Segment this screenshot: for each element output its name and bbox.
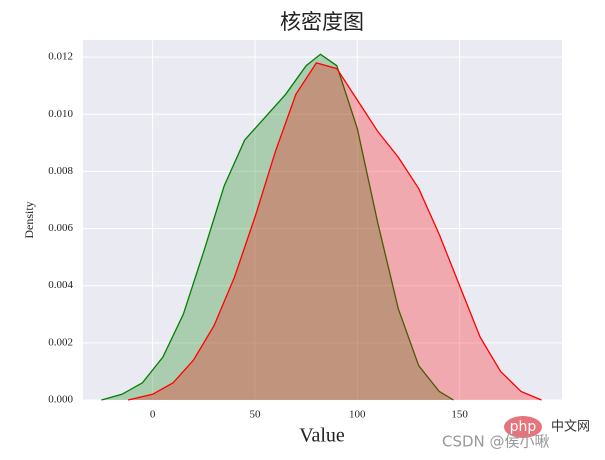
- x-tick-label: 0: [150, 409, 156, 421]
- x-tick-label: 50: [249, 409, 261, 421]
- watermark-logo-text: 中文网: [551, 420, 590, 435]
- chart-title: 核密度图: [280, 10, 364, 34]
- y-tick-label: 0.008: [48, 165, 73, 177]
- y-tick-label: 0.012: [48, 51, 73, 63]
- density-area: [128, 62, 542, 400]
- watermark-logo: php: [510, 419, 537, 435]
- y-axis-label: Density: [22, 201, 36, 238]
- y-tick-label: 0.000: [48, 394, 73, 406]
- density-line: [101, 53, 454, 401]
- y-tick-label: 0.002: [48, 336, 73, 348]
- density-area: [101, 54, 454, 401]
- y-tick-label: 0.010: [48, 108, 73, 120]
- density-line: [127, 62, 542, 401]
- watermark-logo-bg: [504, 416, 542, 438]
- watermark: CSDN @侯小啾: [442, 433, 550, 451]
- x-tick-label: 100: [349, 409, 366, 421]
- y-tick-label: 0.006: [48, 222, 73, 234]
- y-tick-label: 0.004: [48, 279, 73, 291]
- x-axis-label: Value: [299, 425, 345, 447]
- x-tick-label: 150: [451, 409, 468, 421]
